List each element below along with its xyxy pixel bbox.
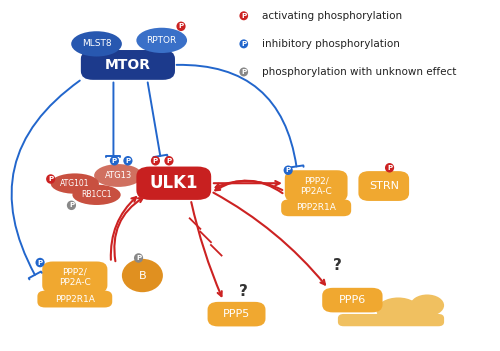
Ellipse shape — [151, 156, 160, 166]
Text: P: P — [178, 23, 184, 29]
Ellipse shape — [410, 294, 444, 316]
Text: P: P — [126, 158, 130, 164]
Text: MTOR: MTOR — [105, 58, 151, 72]
Text: ULK1: ULK1 — [150, 174, 198, 192]
Text: PPP2/
PP2A-C: PPP2/ PP2A-C — [300, 176, 332, 196]
Text: PPP2R1A: PPP2R1A — [55, 294, 95, 304]
Text: P: P — [286, 167, 290, 173]
Text: ?: ? — [333, 258, 342, 272]
Ellipse shape — [46, 174, 56, 184]
FancyBboxPatch shape — [136, 167, 211, 200]
Text: RB1CC1: RB1CC1 — [82, 190, 112, 199]
FancyBboxPatch shape — [281, 199, 351, 216]
Ellipse shape — [240, 39, 248, 48]
Ellipse shape — [50, 173, 99, 194]
Text: P: P — [166, 158, 172, 164]
Text: P: P — [136, 255, 141, 261]
Ellipse shape — [94, 164, 142, 187]
FancyBboxPatch shape — [38, 291, 112, 307]
Text: P: P — [153, 158, 158, 164]
Ellipse shape — [122, 259, 163, 292]
Ellipse shape — [71, 31, 122, 57]
Text: P: P — [69, 202, 74, 208]
Ellipse shape — [240, 67, 248, 77]
Text: ATG101: ATG101 — [60, 179, 90, 188]
Text: ATG13: ATG13 — [104, 171, 132, 180]
Ellipse shape — [164, 156, 173, 166]
FancyBboxPatch shape — [338, 314, 444, 326]
Text: P: P — [241, 13, 246, 19]
Ellipse shape — [36, 258, 44, 267]
Text: P: P — [241, 69, 246, 75]
Text: P: P — [241, 41, 246, 47]
FancyBboxPatch shape — [42, 261, 108, 293]
Ellipse shape — [124, 156, 132, 166]
Ellipse shape — [240, 11, 248, 20]
Text: MLST8: MLST8 — [82, 39, 112, 48]
Text: ?: ? — [239, 284, 248, 299]
FancyBboxPatch shape — [322, 288, 382, 312]
Ellipse shape — [376, 297, 420, 324]
Text: PPP5: PPP5 — [223, 309, 250, 319]
Ellipse shape — [134, 253, 143, 263]
Text: P: P — [48, 176, 53, 182]
Text: P: P — [38, 259, 43, 266]
FancyBboxPatch shape — [208, 302, 266, 326]
Ellipse shape — [72, 185, 120, 205]
Text: PPP6: PPP6 — [339, 295, 366, 305]
Ellipse shape — [385, 163, 394, 173]
FancyBboxPatch shape — [81, 50, 175, 80]
Text: RPTOR: RPTOR — [146, 36, 177, 45]
FancyBboxPatch shape — [358, 171, 409, 201]
FancyBboxPatch shape — [285, 170, 348, 202]
Text: P: P — [387, 165, 392, 171]
Ellipse shape — [110, 156, 119, 166]
Ellipse shape — [136, 28, 187, 53]
Text: activating phosphorylation: activating phosphorylation — [262, 11, 402, 21]
Ellipse shape — [176, 21, 186, 31]
Text: PPP2/
PP2A-C: PPP2/ PP2A-C — [59, 267, 90, 287]
Text: STRN: STRN — [369, 181, 399, 191]
Text: P: P — [112, 158, 117, 164]
Text: PPP2R1A: PPP2R1A — [296, 203, 336, 212]
Ellipse shape — [67, 200, 76, 210]
Text: inhibitory phosphorylation: inhibitory phosphorylation — [262, 39, 400, 49]
Ellipse shape — [284, 165, 293, 175]
Text: phosphorylation with unknown effect: phosphorylation with unknown effect — [262, 67, 456, 77]
Text: B: B — [138, 271, 146, 280]
